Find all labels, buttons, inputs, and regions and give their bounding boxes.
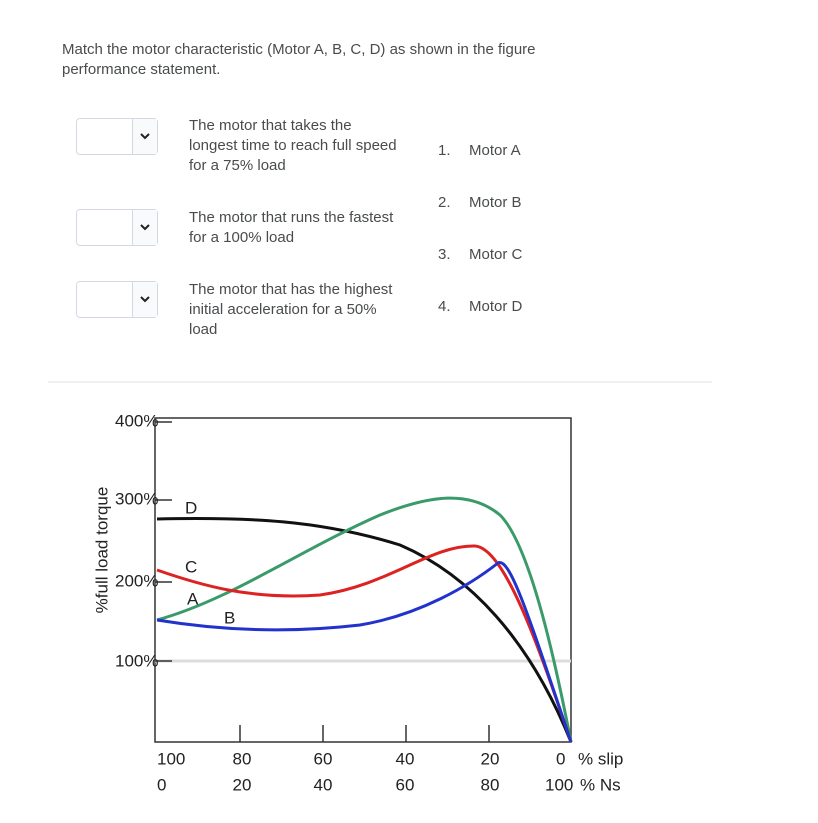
question-line: performance statement. — [62, 61, 221, 78]
slip-label: 20 — [481, 749, 500, 768]
curve-label: D — [185, 498, 197, 517]
dropdown[interactable] — [76, 281, 158, 318]
slip-label: 100 — [157, 749, 185, 768]
chevron — [140, 224, 150, 231]
speed-label: 20 — [233, 775, 252, 794]
curve-label: C — [185, 557, 197, 576]
dropdown-button[interactable] — [132, 210, 157, 245]
slip-label: 0 — [556, 749, 565, 768]
curve-c — [156, 544, 573, 743]
option-label: Motor D — [469, 298, 523, 315]
plot-frame — [154, 417, 572, 743]
curves — [156, 496, 573, 743]
speed-unit: % Ns — [580, 775, 621, 794]
y-tick-label: 100% — [115, 651, 158, 670]
option-number: 2. — [438, 194, 451, 211]
slip-unit: % slip — [578, 749, 623, 768]
curve-a — [156, 496, 573, 743]
ticks — [155, 421, 490, 742]
curve-label: B — [224, 608, 235, 627]
question-line: Match the motor characteristic (Motor A,… — [62, 41, 536, 58]
y-tick-label: 200% — [115, 571, 158, 590]
y-tick-label: 400% — [115, 411, 158, 430]
y-tick-label: 300% — [115, 489, 158, 508]
dropdown-button[interactable] — [132, 282, 157, 317]
option-label: Motor B — [469, 194, 522, 211]
y-axis-label: %full load torque — [92, 487, 111, 614]
speed-label: 100 — [545, 775, 573, 794]
dropdown[interactable] — [76, 118, 158, 155]
option-number: 1. — [438, 142, 451, 159]
curve-b — [156, 561, 573, 743]
dropdown[interactable] — [76, 209, 158, 246]
option-label: Motor A — [469, 142, 521, 159]
chevron — [140, 296, 150, 303]
slip-label: 60 — [314, 749, 333, 768]
slip-label: 40 — [396, 749, 415, 768]
curve-d — [156, 517, 573, 743]
dropdown-button[interactable] — [132, 119, 157, 154]
speed-label: 40 — [314, 775, 333, 794]
slip-label: 80 — [233, 749, 252, 768]
chevron — [140, 133, 150, 140]
statement: The motor that has the highest initial a… — [189, 281, 393, 338]
speed-label: 60 — [396, 775, 415, 794]
statement: The motor that takes the longest time to… — [189, 117, 397, 174]
option-number: 3. — [438, 246, 451, 263]
statement: The motor that runs the fastest for a 10… — [189, 209, 394, 246]
speed-label: 0 — [157, 775, 166, 794]
curve-label: A — [187, 589, 199, 608]
option-label: Motor C — [469, 246, 523, 263]
speed-label: 80 — [481, 775, 500, 794]
option-number: 4. — [438, 298, 451, 315]
